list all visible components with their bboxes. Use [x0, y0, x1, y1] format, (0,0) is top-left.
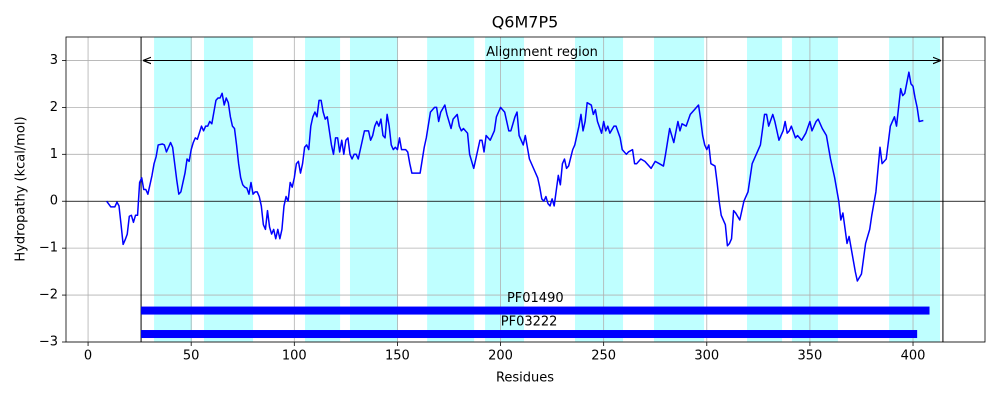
y-tick-label: 1	[50, 147, 58, 162]
highlight-region	[305, 37, 341, 342]
y-axis-label: Hydropathy (kcal/mol)	[14, 116, 29, 261]
highlight-region	[203, 37, 254, 342]
x-tick-label: 50	[183, 349, 200, 364]
domain-label: PF03222	[501, 315, 558, 330]
x-tick-label: 150	[385, 349, 410, 364]
y-tick-label: −2	[39, 288, 58, 303]
highlight-region	[791, 37, 838, 342]
y-tick-label: 2	[50, 100, 58, 115]
highlight-region	[747, 37, 783, 342]
highlight-region	[154, 37, 193, 342]
highlight-region	[485, 37, 525, 342]
highlight-region	[574, 37, 624, 342]
x-tick-label: 250	[591, 349, 616, 364]
highlight-region	[653, 37, 705, 342]
y-tick-label: 3	[50, 53, 58, 68]
domain-label: PF01490	[507, 291, 564, 306]
highlight-region	[889, 37, 941, 342]
y-tick-label: −1	[39, 241, 58, 256]
plot-frame	[65, 36, 986, 343]
domain-bar	[141, 330, 918, 339]
x-tick-label: 400	[901, 349, 926, 364]
x-tick-label: 300	[694, 349, 719, 364]
hydropathy-line	[106, 71, 924, 282]
highlight-region	[427, 37, 475, 342]
y-tick-label: −3	[39, 335, 58, 350]
x-tick-label: 200	[488, 349, 513, 364]
x-axis-label: Residues	[496, 371, 554, 386]
domain-bar	[141, 306, 930, 315]
x-tick-label: 0	[84, 349, 92, 364]
x-tick-label: 100	[282, 349, 307, 364]
alignment-label: Alignment region	[486, 45, 598, 60]
chart-title: Q6M7P5	[492, 13, 559, 32]
x-tick-label: 350	[797, 349, 822, 364]
y-tick-label: 0	[50, 194, 58, 209]
highlight-region	[349, 37, 399, 342]
